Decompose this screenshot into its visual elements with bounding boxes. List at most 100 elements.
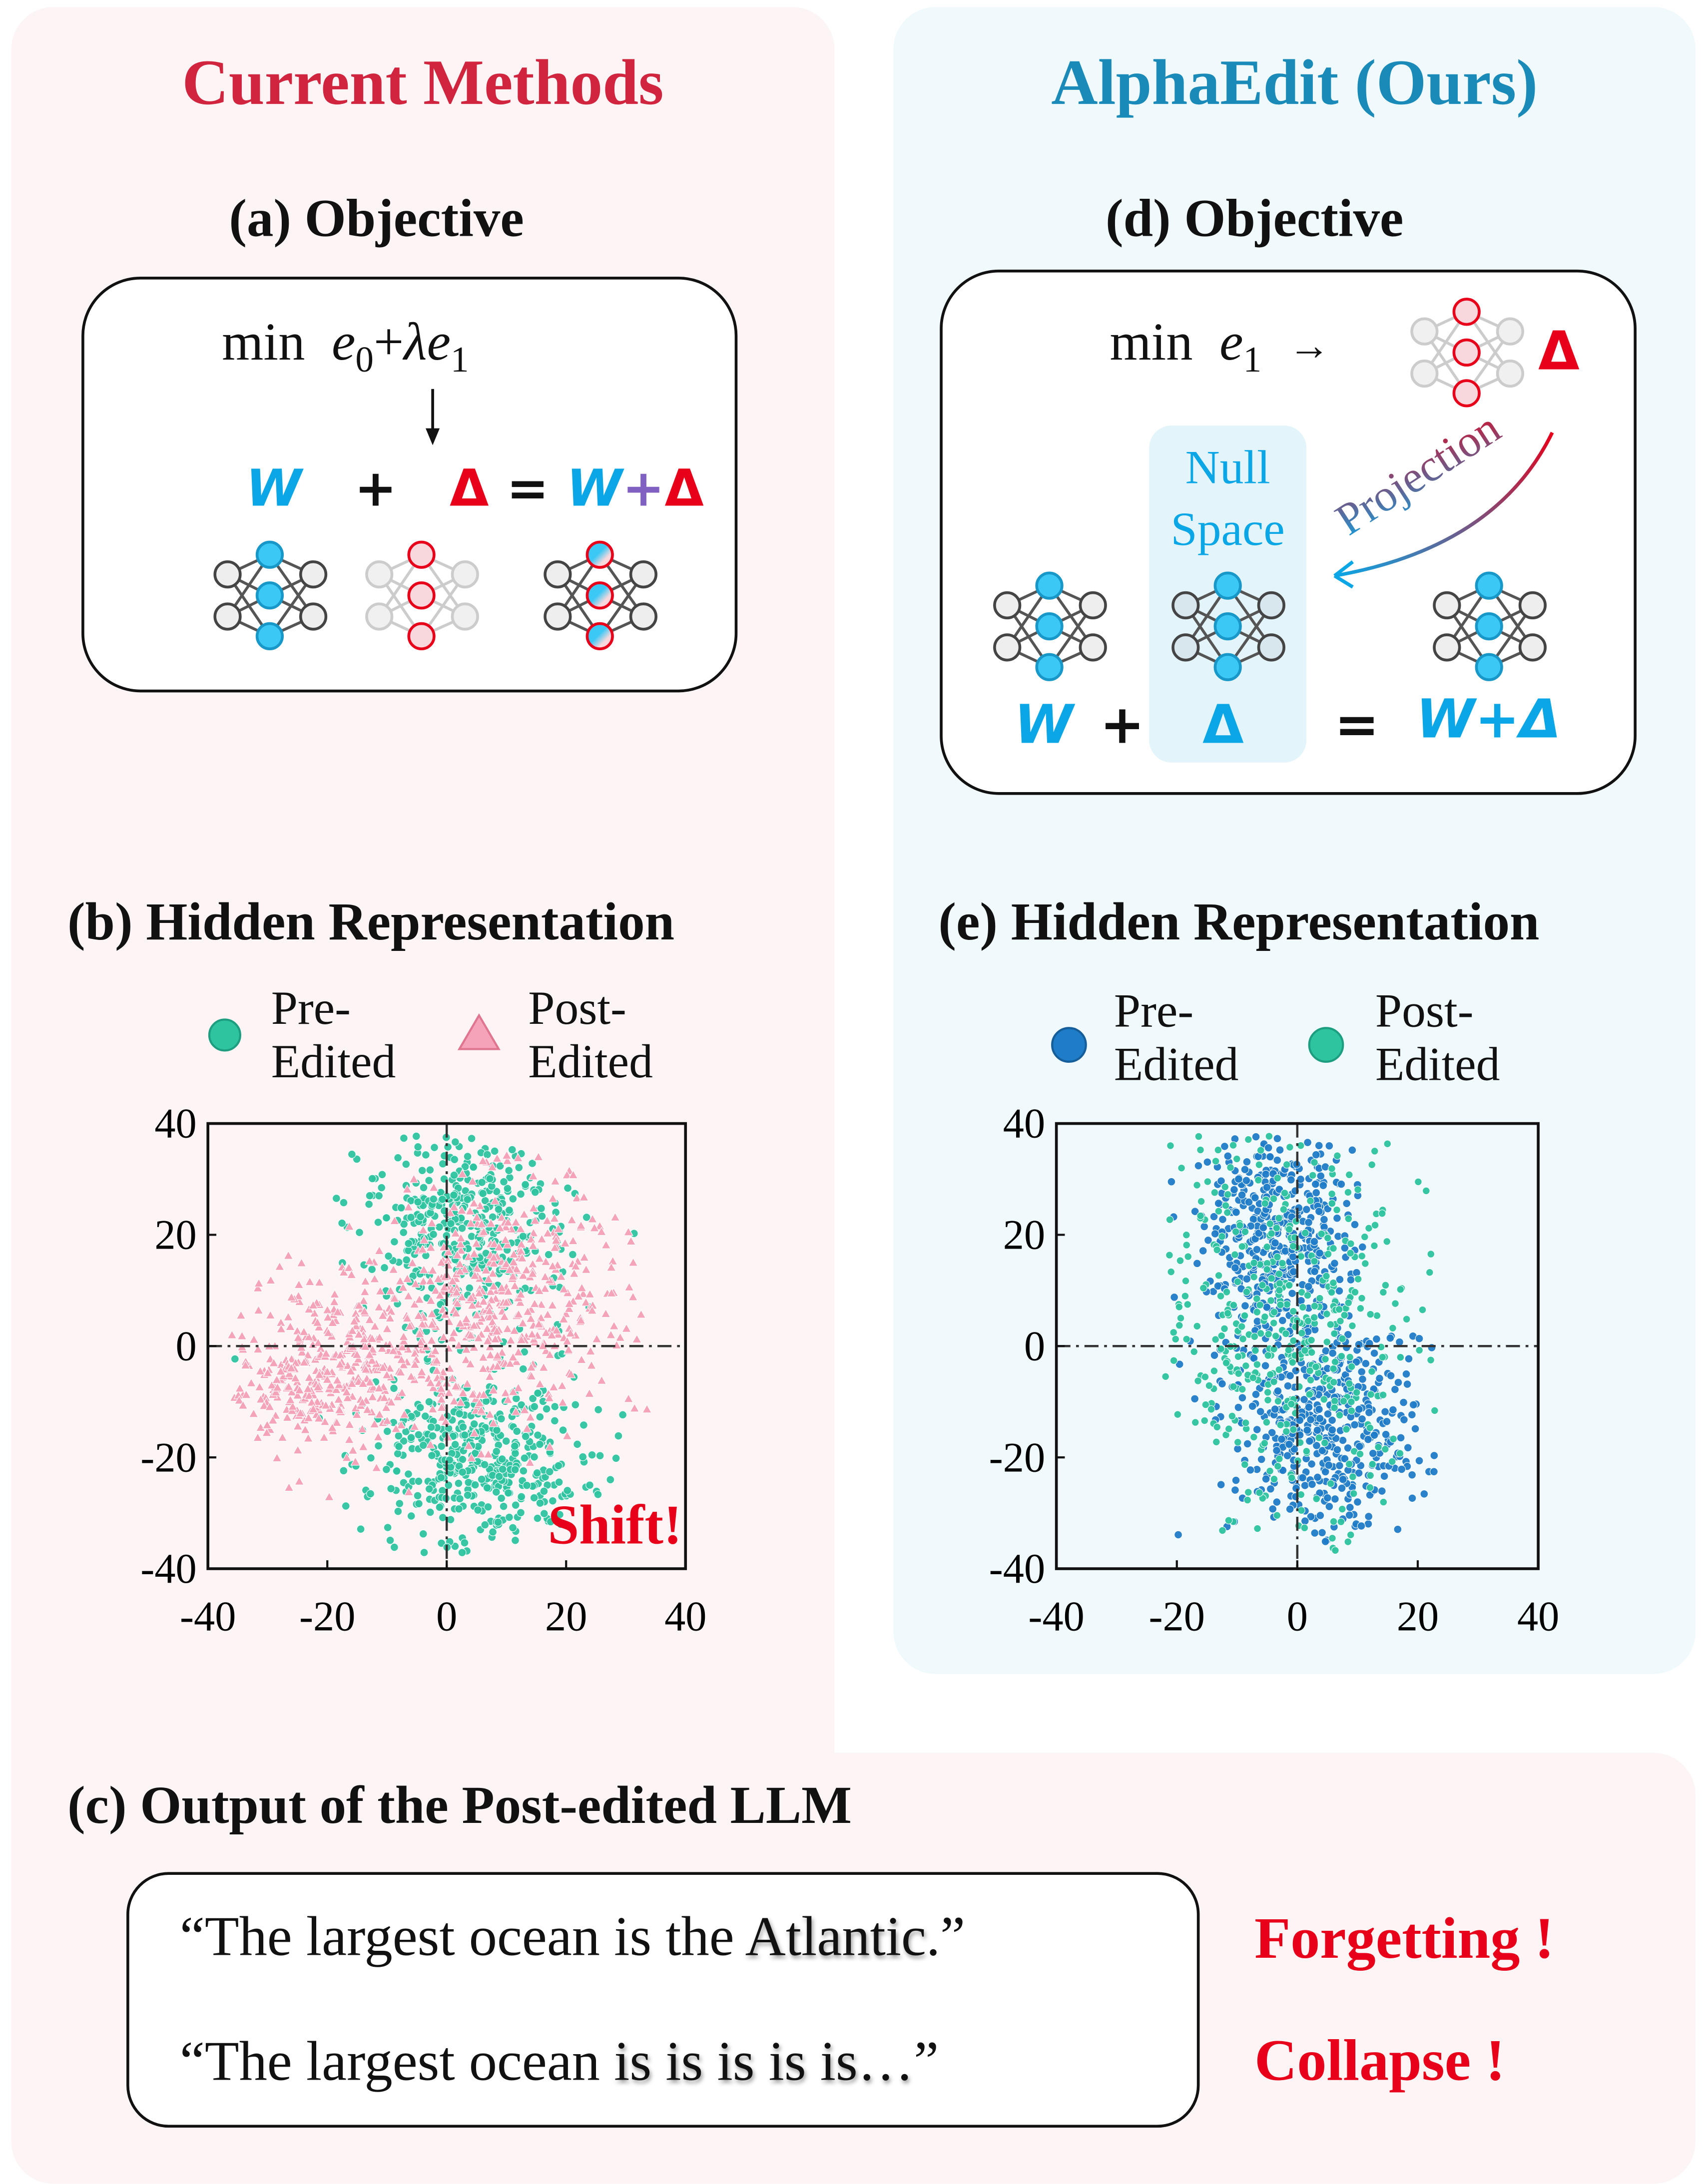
data-point [431, 1286, 441, 1295]
node [255, 581, 284, 610]
data-point [578, 1192, 589, 1201]
data-point [341, 1387, 352, 1396]
data-point [471, 1238, 482, 1248]
data-point [1169, 1356, 1178, 1365]
x-tick-label: 0 [1287, 1594, 1308, 1640]
data-point [404, 1239, 413, 1248]
data-point [1335, 1287, 1344, 1296]
data-point [451, 1308, 461, 1317]
data-point [1231, 1228, 1240, 1236]
data-point [432, 1355, 442, 1364]
data-point [469, 1198, 479, 1207]
x-tick-label: -20 [299, 1594, 355, 1640]
data-point [1367, 1390, 1375, 1398]
data-point [314, 1322, 324, 1331]
data-point [304, 1372, 314, 1382]
data-point [402, 1256, 411, 1265]
data-point [1289, 1307, 1297, 1315]
data-point [609, 1320, 619, 1330]
data-point [1177, 1164, 1185, 1172]
data-point [356, 1525, 365, 1534]
data-point [433, 1274, 444, 1283]
data-point [429, 1182, 439, 1192]
data-point [584, 1388, 594, 1397]
data-point [1347, 1406, 1356, 1415]
node [1496, 317, 1525, 346]
data-point [460, 1430, 469, 1439]
data-point [526, 1313, 536, 1323]
data-point [1427, 1343, 1436, 1352]
data-point [426, 1335, 437, 1344]
data-point [419, 1265, 429, 1274]
data-point [492, 1153, 503, 1163]
data-point [344, 1221, 355, 1231]
data-point [537, 1234, 547, 1243]
data-point [1217, 1177, 1225, 1186]
data-point [593, 1490, 602, 1499]
data-point [308, 1300, 318, 1310]
data-point [483, 1483, 492, 1492]
data-point [1301, 1229, 1309, 1237]
data-point [241, 1389, 251, 1399]
data-point [628, 1292, 638, 1301]
data-point [465, 1284, 474, 1293]
data-point [605, 1329, 616, 1339]
data-point [511, 1217, 521, 1226]
data-point [265, 1310, 276, 1319]
data-point [1379, 1288, 1387, 1297]
data-point [416, 1212, 425, 1221]
data-point [1316, 1511, 1325, 1520]
node [1475, 653, 1503, 681]
data-point [1331, 1546, 1339, 1555]
data-point [390, 1543, 399, 1552]
data-point [323, 1327, 334, 1337]
data-point [272, 1453, 282, 1462]
data-point [1231, 1476, 1240, 1485]
data-point [421, 1412, 430, 1421]
data-point [254, 1278, 264, 1288]
data-point [1350, 1420, 1359, 1429]
data-point [1210, 1367, 1218, 1375]
data-point [361, 1364, 371, 1373]
data-point [1266, 1467, 1274, 1475]
data-point [1273, 1156, 1282, 1165]
data-point [503, 1184, 512, 1193]
data-point [377, 1343, 387, 1352]
data-point [530, 1299, 540, 1308]
data-point [1315, 1433, 1323, 1442]
data-point [255, 1422, 266, 1432]
data-point [1408, 1470, 1417, 1479]
projection-arrow: Projection [1327, 403, 1554, 589]
data-point [508, 1352, 519, 1361]
data-point [600, 1309, 611, 1318]
data-point [417, 1319, 428, 1328]
data-point [486, 1287, 496, 1296]
data-point [495, 1223, 505, 1232]
data-point [1267, 1274, 1276, 1283]
data-point [520, 1405, 530, 1414]
data-point [1312, 1441, 1321, 1450]
data-point [347, 1325, 358, 1335]
data-point [427, 1309, 437, 1318]
data-point [1190, 1207, 1199, 1216]
data-point [1273, 1462, 1282, 1470]
data-point [429, 1195, 438, 1204]
data-point [482, 1323, 493, 1333]
data-point [1358, 1243, 1367, 1252]
data-point [1242, 1275, 1251, 1284]
data-point [1307, 1336, 1315, 1344]
data-point [463, 1491, 472, 1500]
data-point [405, 1321, 415, 1330]
data-point [282, 1412, 293, 1422]
data-point [1175, 1303, 1183, 1311]
data-point [543, 1228, 553, 1237]
data-point [1209, 1212, 1218, 1221]
data-point [1246, 1465, 1255, 1474]
data-point [517, 1253, 528, 1262]
data-point [1389, 1324, 1397, 1332]
data-point [294, 1280, 304, 1289]
data-point [591, 1333, 602, 1343]
y-tick-label: -40 [989, 1546, 1045, 1592]
data-point [383, 1427, 392, 1436]
data-point [1276, 1301, 1284, 1309]
